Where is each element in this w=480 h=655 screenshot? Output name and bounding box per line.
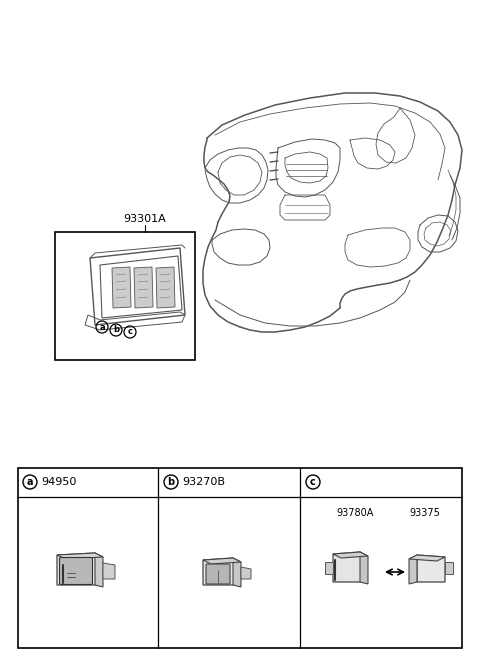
Polygon shape <box>325 562 333 574</box>
Text: 93780A: 93780A <box>336 508 374 518</box>
Bar <box>18 468 462 648</box>
Text: a: a <box>99 322 105 331</box>
Polygon shape <box>409 555 445 561</box>
Text: 93301A: 93301A <box>124 214 167 224</box>
Polygon shape <box>203 558 235 585</box>
Text: b: b <box>113 326 119 335</box>
Text: 94950: 94950 <box>41 477 76 487</box>
Text: c: c <box>128 328 132 337</box>
Polygon shape <box>57 553 97 585</box>
Polygon shape <box>103 563 115 579</box>
Polygon shape <box>333 552 368 558</box>
Text: 93375: 93375 <box>409 508 441 518</box>
Polygon shape <box>233 558 241 587</box>
Polygon shape <box>57 553 103 559</box>
Text: b: b <box>168 477 175 487</box>
FancyBboxPatch shape <box>60 557 93 584</box>
Polygon shape <box>360 552 368 584</box>
Polygon shape <box>445 562 453 574</box>
Polygon shape <box>134 267 153 308</box>
Polygon shape <box>241 567 251 579</box>
Polygon shape <box>95 553 103 587</box>
Bar <box>55 232 195 360</box>
Polygon shape <box>333 552 362 582</box>
FancyBboxPatch shape <box>206 564 230 584</box>
Polygon shape <box>112 267 131 308</box>
Text: 93270B: 93270B <box>182 477 225 487</box>
Text: c: c <box>310 477 316 487</box>
Polygon shape <box>156 267 175 308</box>
Text: a: a <box>27 477 33 487</box>
Polygon shape <box>417 555 445 582</box>
Polygon shape <box>409 555 417 584</box>
Polygon shape <box>203 558 241 564</box>
